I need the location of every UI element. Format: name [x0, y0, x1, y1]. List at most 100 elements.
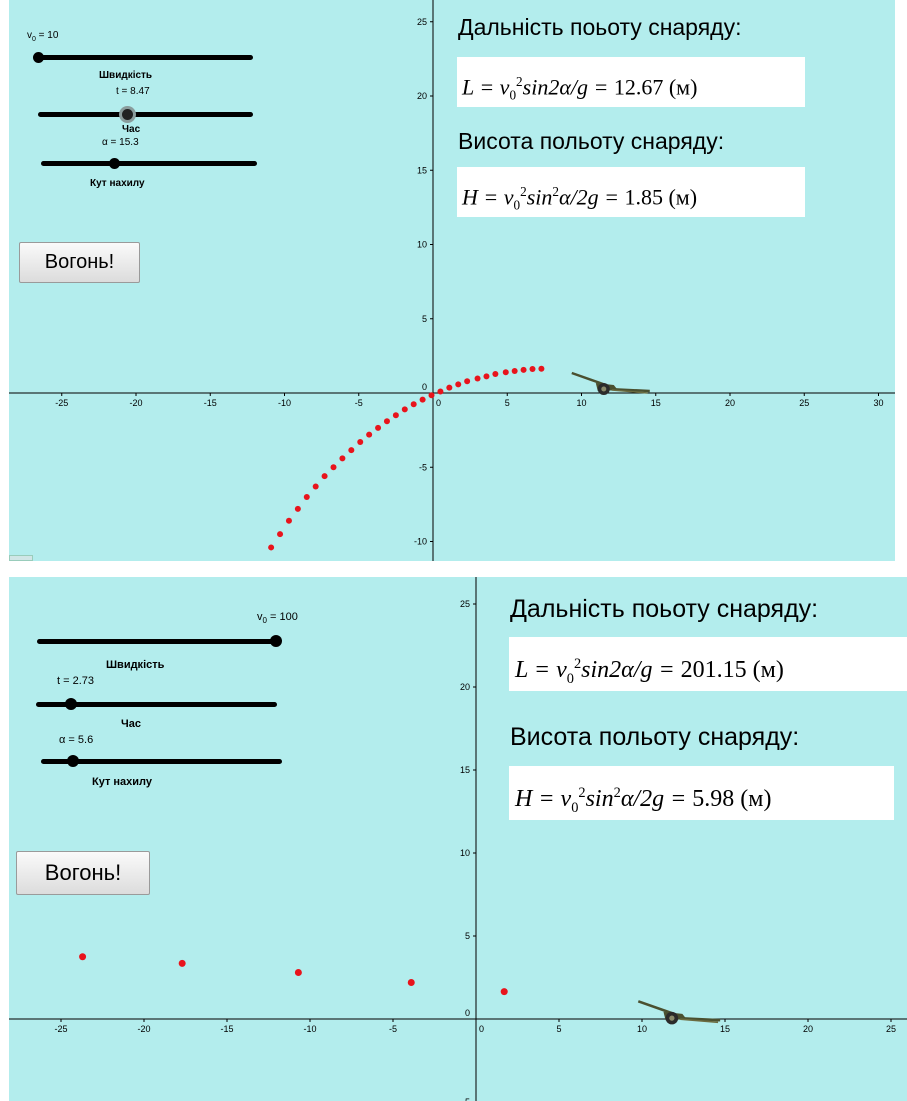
speed-slider-handle[interactable] — [33, 52, 44, 63]
y-tick-label: 20 — [460, 682, 470, 692]
time-slider-handle[interactable] — [122, 109, 134, 120]
trajectory-point — [446, 384, 453, 391]
trajectory-point — [529, 365, 536, 372]
x-tick-label: 0 — [436, 398, 441, 408]
x-tick-label: 25 — [886, 1024, 896, 1034]
trajectory-point — [502, 369, 509, 376]
graphics-view-2[interactable]: -25 -20 -15 -10 -5 0 5 10 15 20 25 25 20 15 10 5 0 -5 v0 … — [9, 577, 907, 1101]
angle-caption: Кут нахилу — [90, 178, 145, 189]
trajectory-point — [375, 424, 382, 431]
y-tick-label: 15 — [417, 165, 427, 175]
x-tick-label: -25 — [54, 1024, 67, 1034]
x-tick-label: 30 — [873, 398, 883, 408]
v0-value-label: v0 = 10 — [27, 30, 59, 43]
time-caption: Час — [122, 124, 141, 135]
trajectory-point — [520, 366, 527, 373]
range-title: Дальність поьоту снаряду: — [458, 14, 742, 40]
trajectory-point — [428, 392, 435, 399]
speed-slider-handle[interactable] — [270, 635, 282, 647]
trajectory-point — [285, 517, 292, 524]
angle-slider-track[interactable] — [41, 161, 257, 166]
x-tick-label: 20 — [803, 1024, 813, 1034]
time-caption: Час — [121, 718, 141, 730]
y-tick-label: 0 — [465, 1008, 470, 1018]
trajectory-point — [366, 431, 373, 438]
trajectory-point — [321, 473, 328, 480]
y-tick-label: 10 — [417, 240, 427, 250]
x-tick-label: -25 — [55, 398, 68, 408]
trajectory-point — [348, 447, 355, 454]
height-title: Висота польоту снаряду: — [510, 723, 800, 751]
trajectory-point — [464, 378, 471, 385]
fire-button[interactable]: Вогонь! — [16, 851, 150, 895]
trajectory-point — [410, 401, 417, 408]
y-tick-label: -5 — [419, 462, 427, 472]
trajectory-point — [511, 368, 518, 375]
x-tick-label: 15 — [651, 398, 661, 408]
graphics-view-1[interactable]: -25 -20 -15 -10 -5 0 5 10 15 20 25 30 25 20 15 10 5 0 -5 -1… — [9, 0, 895, 561]
height-formula: H = v02sin2α/2g = 1.85 (м) — [457, 167, 805, 217]
x-tick-label: 10 — [576, 398, 586, 408]
trajectory-point — [483, 373, 490, 380]
angle-caption: Кут нахилу — [92, 776, 153, 788]
x-tick-label: 5 — [556, 1024, 561, 1034]
trajectory-point — [330, 464, 337, 471]
trajectory-point — [538, 365, 545, 372]
trajectory-point — [419, 396, 426, 403]
x-tick-label: -15 — [220, 1024, 233, 1034]
x-tick-label: 25 — [799, 398, 809, 408]
time-slider-track[interactable] — [38, 112, 253, 117]
style-bar-toggle[interactable] — [9, 555, 33, 561]
speed-caption: Швидкість — [106, 659, 165, 671]
speed-slider-track[interactable] — [37, 639, 275, 644]
trajectory-point — [407, 978, 415, 986]
trajectory-point — [401, 406, 408, 413]
trajectory-point — [339, 455, 346, 462]
trajectory-point — [303, 493, 310, 500]
trajectory-point — [492, 370, 499, 377]
angle-slider-handle[interactable] — [109, 158, 121, 169]
y-tick-label: 5 — [465, 931, 470, 941]
y-tick-label: -5 — [462, 1097, 470, 1101]
trajectory-point — [392, 412, 399, 419]
trajectory-point — [79, 953, 87, 961]
time-slider-handle[interactable] — [64, 698, 77, 710]
t-value-label: t = 8.47 — [116, 86, 150, 97]
y-tick-label: 0 — [422, 382, 427, 392]
x-tick-label: 15 — [720, 1024, 730, 1034]
trajectory-point — [474, 375, 481, 382]
x-tick-label: -5 — [389, 1024, 397, 1034]
y-tick-label: 25 — [460, 599, 470, 609]
cannon-icon — [571, 371, 650, 395]
coordinate-plane[interactable]: -25 -20 -15 -10 -5 0 5 10 15 20 25 25 20 15 10 5 0 -5 — [9, 577, 907, 1101]
trajectory-point — [437, 388, 444, 395]
x-tick-label: -20 — [137, 1024, 150, 1034]
alpha-value-label: α = 15.3 — [102, 137, 139, 148]
range-formula: L = v02sin2α/g = 201.15 (м) — [509, 637, 907, 691]
x-tick-label: -15 — [204, 398, 217, 408]
angle-slider-track[interactable] — [41, 759, 282, 764]
height-title: Висота польоту снаряду: — [458, 128, 725, 154]
y-tick-label: 15 — [460, 765, 470, 775]
angle-slider-handle[interactable] — [67, 755, 80, 767]
fire-button[interactable]: Вогонь! — [19, 242, 140, 283]
coordinate-plane[interactable]: -25 -20 -15 -10 -5 0 5 10 15 20 25 30 25 20 15 10 5 0 -5 -1… — [9, 0, 895, 561]
x-tick-label: -10 — [303, 1024, 316, 1034]
trajectory-point — [178, 959, 186, 967]
trajectory-point — [383, 418, 390, 425]
y-tick-label: 20 — [417, 91, 427, 101]
v0-value-label: v0 = 100 — [257, 611, 298, 626]
y-tick-label: -10 — [414, 537, 427, 547]
range-formula: L = v02sin2α/g = 12.67 (м) — [457, 57, 805, 107]
trajectory-point — [294, 505, 301, 512]
cannon-icon — [637, 1000, 721, 1025]
trajectory-point — [277, 531, 284, 538]
time-slider-track[interactable] — [36, 702, 277, 707]
trajectory-point — [500, 988, 508, 996]
y-tick-label: 10 — [460, 848, 470, 858]
trajectory-point — [294, 969, 302, 977]
alpha-value-label: α = 5.6 — [59, 734, 94, 746]
y-tick-label: 5 — [422, 314, 427, 324]
height-formula: H = v02sin2α/2g = 5.98 (м) — [509, 766, 894, 820]
speed-slider-track[interactable] — [38, 55, 253, 60]
